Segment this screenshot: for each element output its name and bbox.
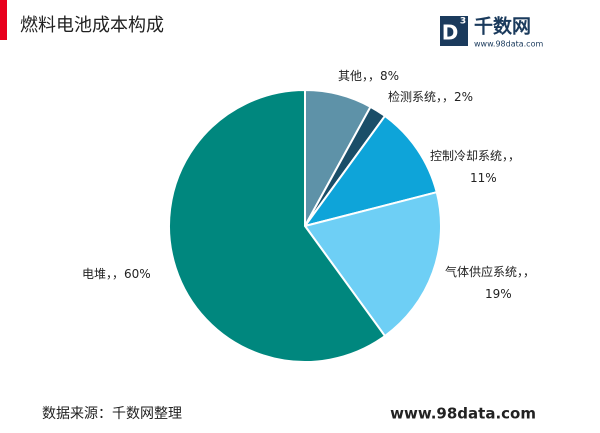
label-category: 控制冷却系统 — [430, 149, 502, 163]
label-category: 其他 — [338, 69, 362, 83]
label-value: 60% — [124, 267, 151, 281]
source-note: 数据来源：千数网整理 — [42, 406, 182, 422]
logo-text: 千数网 — [474, 15, 531, 38]
label-separator: ，， — [106, 267, 124, 281]
label-separator: ，， — [436, 90, 454, 104]
label-separator: ，， — [362, 69, 380, 83]
data-label: 控制冷却系统，， 11% — [430, 149, 520, 185]
label-value: 8% — [380, 69, 399, 83]
data-label: 电堆，，60% — [82, 267, 151, 281]
label-separator: ，， — [502, 149, 520, 163]
logo-sup: 3 — [460, 17, 466, 27]
label-value: 19% — [485, 287, 512, 301]
data-label: 检测系统，，2% — [388, 89, 473, 104]
label-category: 电堆 — [82, 267, 106, 281]
footer-url: www.98data.com — [390, 405, 536, 423]
data-label: 气体供应系统，， 19% — [445, 264, 535, 301]
pie-slice — [302, 114, 438, 228]
pie-slice — [168, 88, 387, 363]
chart-title: 燃料电池成本构成 — [20, 15, 164, 36]
label-separator: ，， — [517, 265, 535, 279]
logo-url: www.98data.com — [474, 40, 543, 49]
data-label: 其他，，8% — [338, 69, 399, 83]
label-category: 检测系统 — [388, 89, 436, 104]
logo-mark: D — [442, 21, 459, 45]
accent-bar — [0, 0, 7, 40]
label-value: 2% — [454, 90, 473, 104]
logo: D 3 千数网 www.98data.com — [440, 15, 543, 49]
label-category: 气体供应系统 — [445, 264, 517, 279]
label-value: 11% — [470, 171, 497, 185]
pie-slice — [303, 190, 442, 338]
logo-icon — [440, 16, 468, 46]
